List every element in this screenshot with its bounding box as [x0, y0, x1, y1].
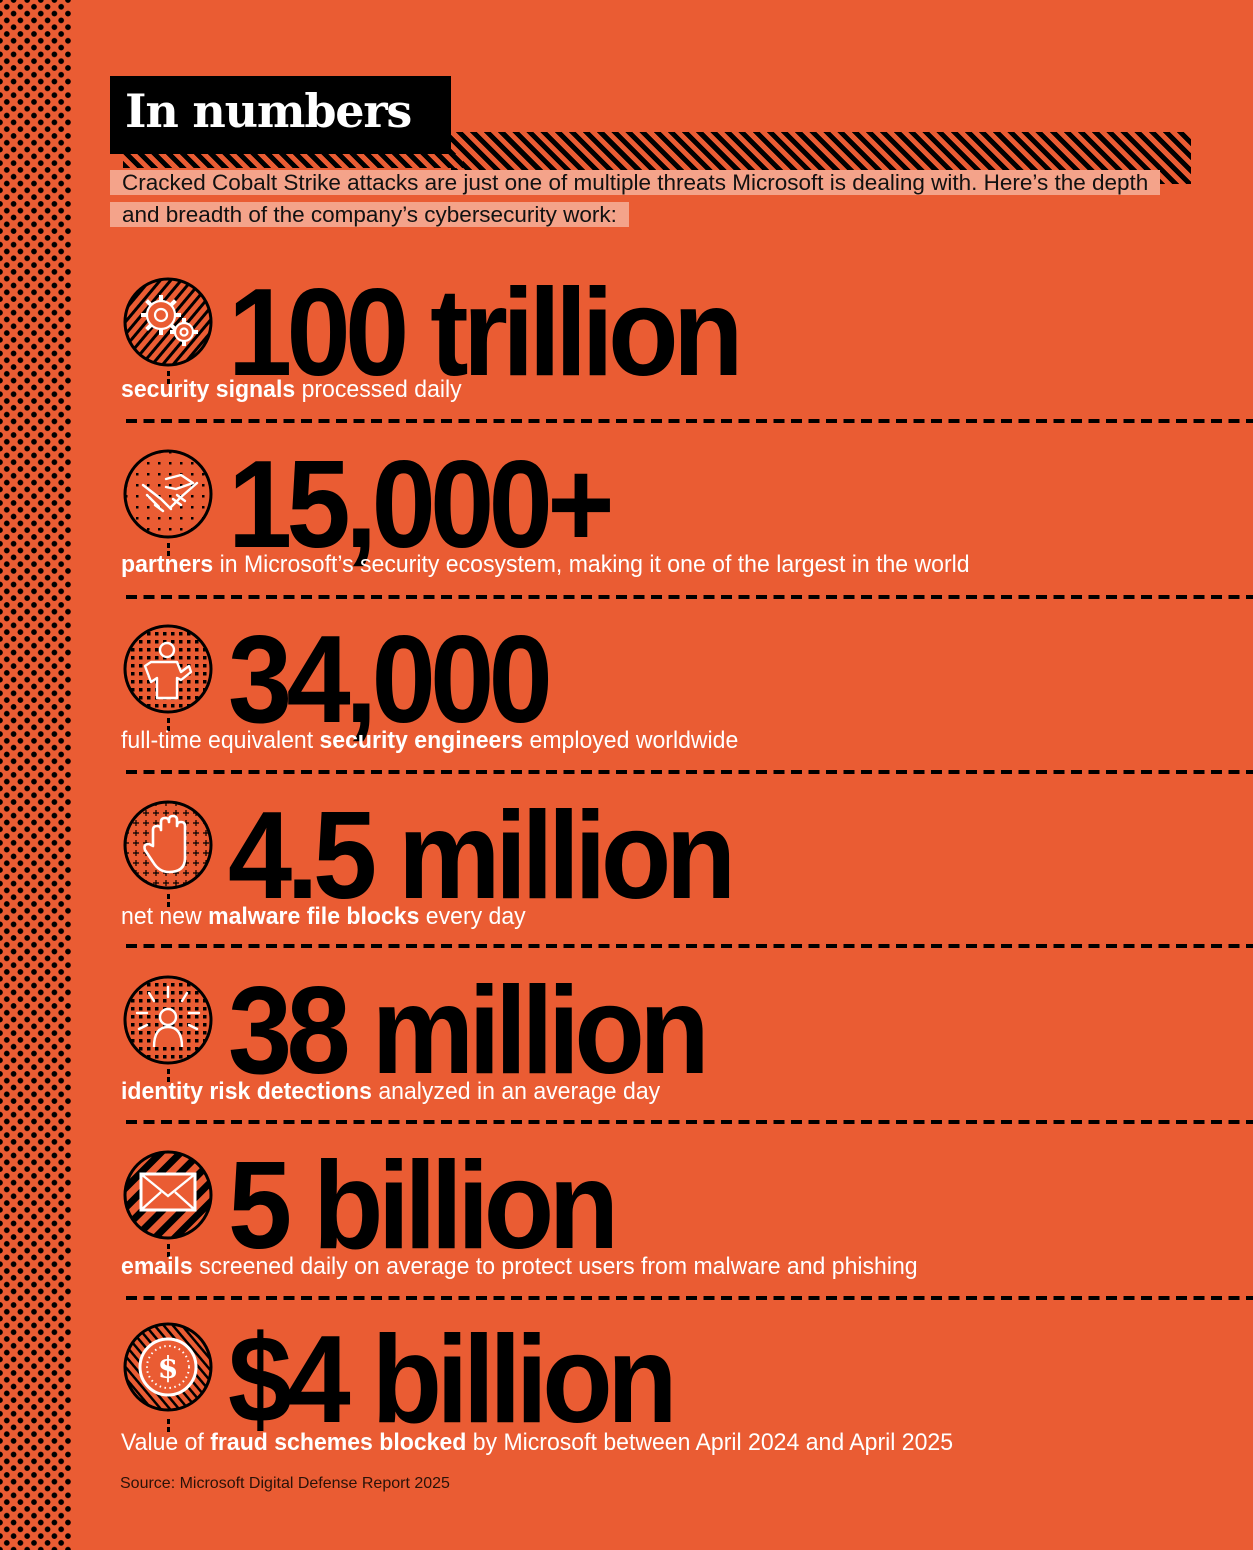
connector-stem — [167, 718, 170, 734]
page-title: In numbers — [125, 84, 412, 138]
stop-hand-icon — [123, 800, 213, 890]
handshake-icon — [123, 449, 213, 539]
dollar-coin-icon: $ — [123, 1322, 213, 1412]
intro-text: Cracked Cobalt Strike attacks are just o… — [110, 167, 1170, 231]
hatch-stripe-decoration — [123, 154, 463, 168]
connector-stem — [167, 1069, 170, 1085]
stat-description: Value of fraud schemes blocked by Micros… — [121, 1429, 954, 1456]
halftone-dot-border — [0, 0, 71, 1550]
intro-highlight: Cracked Cobalt Strike attacks are just o… — [110, 170, 1161, 227]
stat-value: 15,000+ — [228, 436, 615, 574]
stat-description: security signals processed daily — [121, 376, 462, 403]
connector-stem — [167, 543, 170, 559]
connector-stem — [167, 1419, 170, 1435]
connector-stem — [167, 371, 170, 387]
stat-value: 34,000 — [228, 611, 553, 749]
stat-value: $4 billion — [228, 1311, 678, 1449]
stat-description: partners in Microsoft’s security ecosyst… — [121, 551, 970, 578]
connector-stem — [167, 894, 170, 910]
envelope-icon — [123, 1150, 213, 1240]
stat-description: emails screened daily on average to prot… — [121, 1253, 918, 1280]
stat-description: identity risk detections analyzed in an … — [121, 1078, 661, 1105]
stat-value: 38 million — [228, 962, 710, 1100]
source-note: Source: Microsoft Digital Defense Report… — [120, 1475, 450, 1492]
dashed-divider — [126, 770, 1253, 774]
dashed-divider — [126, 1120, 1253, 1124]
connector-stem — [167, 1244, 170, 1260]
stat-value: 100 trillion — [228, 264, 743, 402]
dashed-divider — [126, 419, 1253, 423]
stat-description: full-time equivalent security engineers … — [121, 727, 739, 754]
stat-value: 4.5 million — [228, 787, 736, 925]
stat-value: 5 billion — [228, 1137, 619, 1275]
stat-description: net new malware file blocks every day — [121, 903, 526, 930]
svg-text:$: $ — [158, 1351, 179, 1386]
dashed-divider — [126, 1296, 1253, 1300]
gears-icon — [123, 277, 213, 367]
identity-person-icon — [123, 975, 213, 1065]
dashed-divider — [126, 595, 1253, 599]
title-box — [110, 76, 451, 154]
person-shrug-icon — [123, 624, 213, 714]
dashed-divider — [126, 944, 1253, 948]
